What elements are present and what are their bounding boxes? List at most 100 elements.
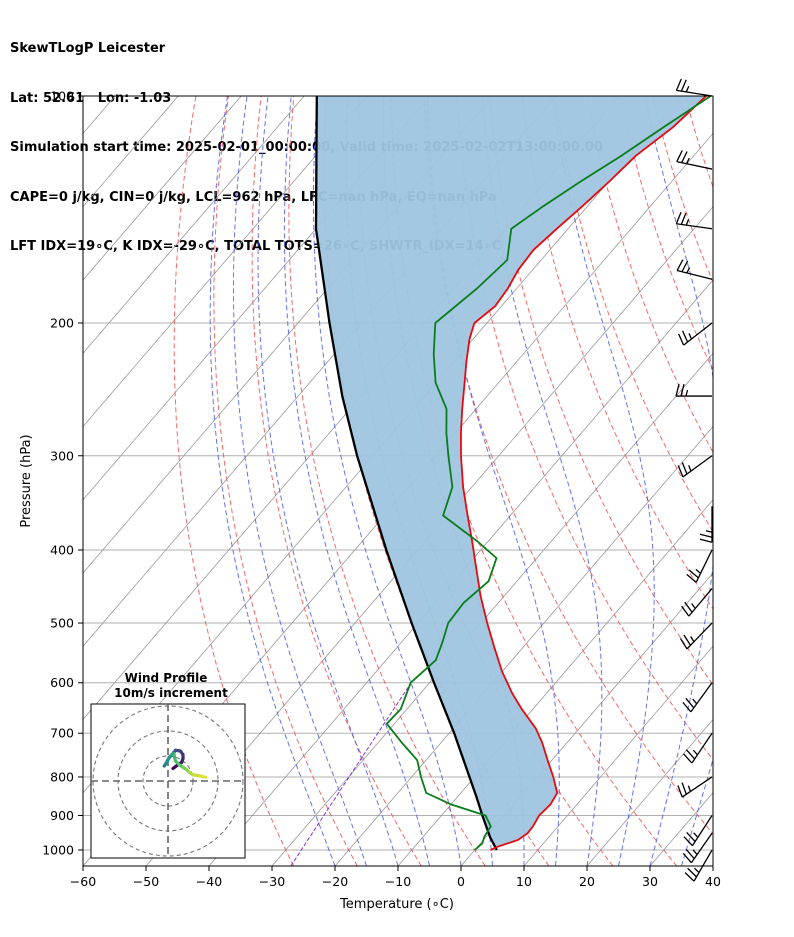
y-tick-label: 500 [50, 616, 74, 631]
x-tick-label: 0 [457, 874, 465, 889]
y-tick-label: 400 [50, 542, 74, 557]
barb-flag [686, 832, 696, 842]
barb-half-flag [693, 832, 699, 838]
barb-flag [681, 462, 688, 475]
barb-flag [682, 701, 692, 713]
barb-half-flag [705, 530, 713, 533]
wind-barb [681, 588, 713, 617]
y-tick-label: 600 [50, 675, 74, 690]
moist-adiabat [712, 864, 713, 866]
barb-flag [675, 383, 680, 397]
chart-title: SkewTLogP Leicester [10, 41, 166, 56]
hodograph-inset: Wind Profile 10m/s increment [90, 671, 246, 859]
wind-barb [686, 549, 713, 583]
temperature-line [459, 96, 707, 851]
data-lines [314, 96, 712, 851]
barb-flag [675, 78, 682, 91]
moist-adiabat [681, 757, 713, 866]
barb-half-flag [692, 749, 698, 756]
isotherm-line [460, 572, 713, 866]
barb-flag [699, 538, 713, 543]
wind-barb [676, 259, 713, 280]
isotherm-line [334, 425, 713, 866]
wind-barb [679, 622, 713, 650]
barb-flag [683, 634, 692, 646]
isotherm-line [649, 792, 713, 866]
barb-flag [685, 848, 695, 860]
barb-flag [675, 212, 682, 225]
barb-half-flag [688, 333, 693, 340]
barb-flag [683, 836, 693, 847]
wind-barb [699, 506, 713, 543]
wind-barb [677, 776, 713, 798]
dry-adiabat [586, 96, 713, 454]
y-axis-label: Pressure (hPa) [19, 434, 34, 527]
dry-adiabat [684, 96, 713, 189]
moist-adiabat [552, 96, 655, 866]
isotherm-line [523, 645, 713, 866]
barb-flag [676, 150, 683, 162]
barb-staff [682, 455, 713, 478]
cape-fill-region [316, 96, 707, 850]
y-tick-label: 300 [50, 448, 74, 463]
parcel-profile-line [314, 96, 498, 851]
barb-flag [678, 333, 685, 346]
isotherm-line [83, 96, 242, 281]
wind-barb [676, 150, 713, 170]
dry-adiabat [751, 96, 794, 866]
barb-flag [687, 867, 697, 878]
isotherm-line [83, 96, 305, 354]
dry-adiabat [489, 96, 713, 686]
moist-adiabat [644, 96, 713, 866]
wind-barb [682, 682, 713, 713]
barb-flag [679, 638, 688, 650]
barb-half-flag [685, 389, 689, 397]
wind-barb [683, 732, 713, 764]
isotherm-line [83, 96, 368, 428]
barb-flag [681, 330, 689, 343]
wind-barb [675, 212, 713, 230]
barb-flag [684, 872, 695, 882]
y-tick-label: 200 [50, 315, 74, 330]
wind-barbs [675, 78, 713, 882]
barb-half-flag [691, 603, 696, 609]
barb-staff [691, 732, 713, 764]
dry-adiabat [288, 96, 486, 866]
barb-staff [690, 832, 713, 864]
barb-staff [676, 269, 713, 280]
barb-flag [680, 383, 685, 397]
wind-barb [678, 322, 713, 346]
barb-staff [676, 223, 713, 230]
barb-half-flag [687, 785, 692, 792]
barb-half-flag [688, 465, 692, 472]
barb-staff [695, 549, 713, 583]
x-tick-label: 40 [705, 874, 721, 889]
barb-staff [691, 815, 713, 847]
barb-half-flag [694, 867, 700, 874]
y-tick-label: 1000 [42, 843, 74, 858]
x-tick-label: 30 [642, 874, 658, 889]
x-tick-label: −40 [196, 874, 222, 889]
barb-flag [676, 259, 684, 271]
isotherm-line [145, 206, 713, 866]
barb-flag [685, 749, 696, 760]
barb-flag [677, 465, 684, 478]
y-tick-label: 800 [50, 769, 74, 784]
dry-adiabat [456, 96, 713, 761]
y-tick-label: 100 [50, 89, 74, 104]
axes: −60 −50 −40 −30 −20 −10 0 10 20 30 40 100 200 300 400 5… [42, 89, 721, 890]
dry-adiabat [718, 96, 794, 866]
barb-flag [681, 782, 687, 795]
moist-adiabat [481, 96, 603, 866]
barb-flag [685, 697, 695, 709]
wind-barb [682, 832, 713, 864]
barb-half-flag [692, 849, 698, 855]
wind-barb [675, 78, 713, 97]
barb-staff [676, 160, 713, 170]
moist-adiabat [257, 96, 399, 866]
location-line: Lat: 52.61 Lon: -1.03 [10, 90, 172, 106]
barb-flag [680, 212, 687, 225]
barb-staff [676, 89, 713, 97]
barb-flag [682, 852, 692, 864]
dry-adiabat [213, 96, 358, 866]
